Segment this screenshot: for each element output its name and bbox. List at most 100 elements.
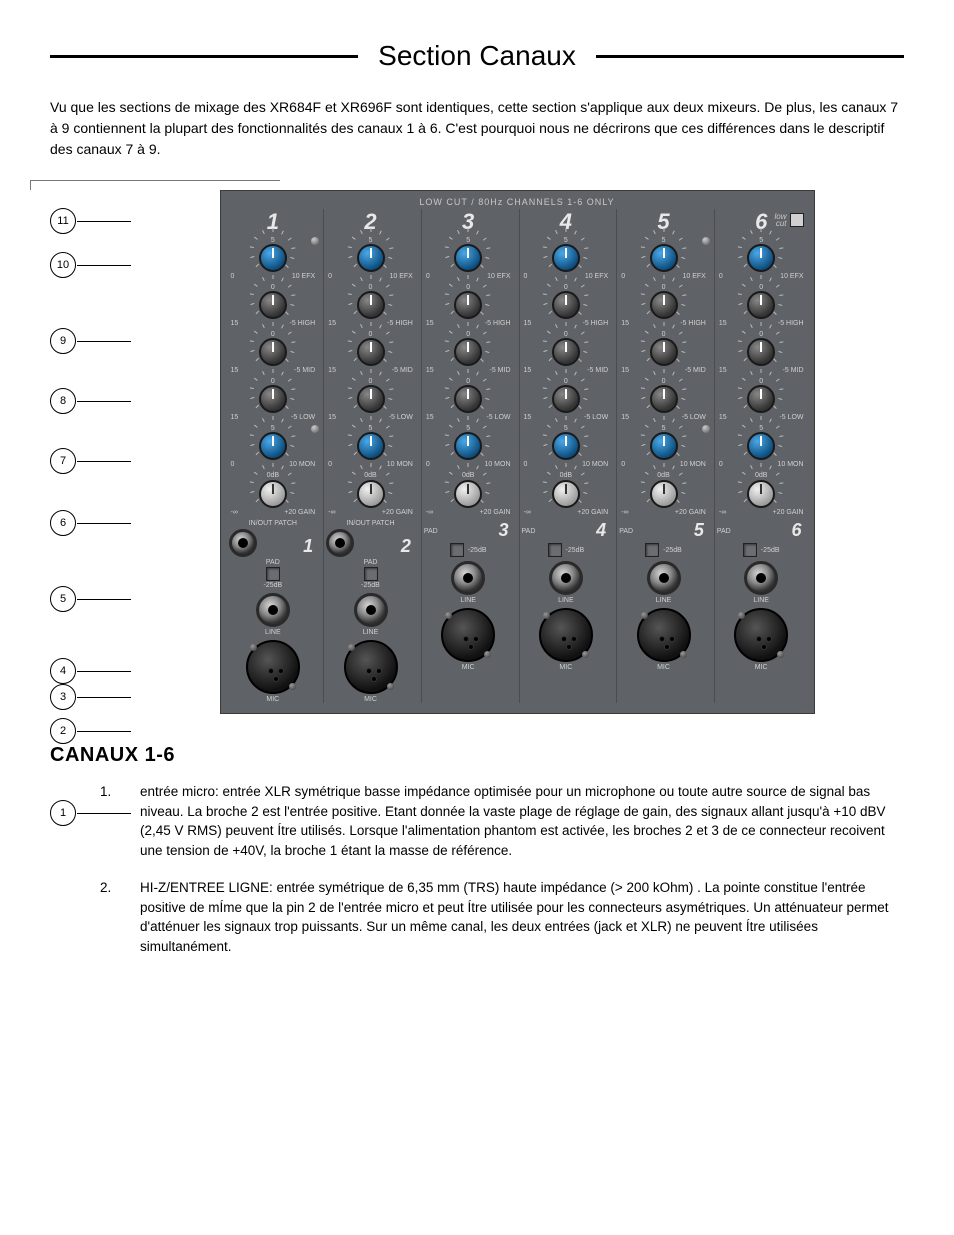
pad-label: PAD [266,559,280,566]
knob-top-label: 0 [564,284,568,291]
knob-mon: 5010 MON [424,425,513,468]
gain-scale: -∞+20 GAIN [717,509,806,516]
knob-mon-dial[interactable] [747,432,775,460]
knob-high: 015-5 HIGH [326,284,415,327]
inout-patch-jack[interactable] [326,529,354,557]
knob-mid: 015-5 MID [717,331,806,374]
inout-patch-label: IN/OUT PATCH [229,520,318,527]
knob-low-dial[interactable] [454,385,482,413]
knob-high-dial[interactable] [357,291,385,319]
knob-mon-dial[interactable] [259,432,287,460]
pad-switch[interactable] [364,567,378,581]
knob-gain-dial[interactable] [454,480,482,508]
mic-input-xlr[interactable] [734,608,788,662]
line-label: LINE [753,597,769,604]
desc-text: HI-Z/ENTREE LIGNE: entrée symétrique de … [140,878,904,956]
callout-7: 7 [50,448,76,474]
knob-efx-dial[interactable] [259,244,287,272]
lowcut-led [790,213,804,227]
knob-scale: 010 EFX [424,273,513,280]
channel-2: 25010 EFX015-5 HIGH015-5 MID015-5 LOW501… [323,209,417,703]
pad-switch[interactable] [743,543,757,557]
mic-label: MIC [657,664,670,671]
gain-top-label: 0dB [462,472,474,479]
knob-gain-dial[interactable] [259,480,287,508]
knob-mid-dial[interactable] [357,338,385,366]
knob-high-dial[interactable] [552,291,580,319]
knob-mon-dial[interactable] [552,432,580,460]
line-input-jack[interactable] [451,561,485,595]
channel-number: 4 [560,209,572,235]
channel-5: 55010 EFX015-5 HIGH015-5 MID015-5 LOW501… [616,209,710,703]
line-input-jack[interactable] [549,561,583,595]
knob-low-dial[interactable] [357,385,385,413]
pad-switch[interactable] [450,543,464,557]
desc-number: 2. [100,878,140,956]
mic-input-xlr[interactable] [637,608,691,662]
knob-low-dial[interactable] [747,385,775,413]
knob-efx: 5010 EFX [619,237,708,280]
knob-low: 015-5 LOW [522,378,611,421]
knob-low-dial[interactable] [259,385,287,413]
knob-mon-dial[interactable] [357,432,385,460]
knob-high-dial[interactable] [650,291,678,319]
knob-scale: 15-5 LOW [229,414,318,421]
knob-scale: 010 EFX [717,273,806,280]
knob-efx-dial[interactable] [747,244,775,272]
channel-number: 3 [462,209,474,235]
knob-mid: 015-5 MID [522,331,611,374]
knob-gain-dial[interactable] [357,480,385,508]
line-input-jack[interactable] [256,593,290,627]
knob-efx-dial[interactable] [650,244,678,272]
knob-mon-dial[interactable] [650,432,678,460]
knob-high-dial[interactable] [454,291,482,319]
knob-mid-dial[interactable] [747,338,775,366]
mic-input-xlr[interactable] [344,640,398,694]
knob-mid-dial[interactable] [259,338,287,366]
knob-mid-dial[interactable] [454,338,482,366]
mic-input-xlr[interactable] [539,608,593,662]
knob-low-dial[interactable] [552,385,580,413]
knob-mon: 5010 MON [717,425,806,468]
knob-top-label: 0 [369,378,373,385]
gain-top-label: 0dB [364,472,376,479]
inout-patch-jack[interactable] [229,529,257,557]
pad-switch[interactable] [266,567,280,581]
line-input-jack[interactable] [354,593,388,627]
knob-low: 015-5 LOW [326,378,415,421]
knob-efx-dial[interactable] [454,244,482,272]
intro-paragraph: Vu que les sections de mixage des XR684F… [50,97,904,160]
line-input-jack[interactable] [647,561,681,595]
mic-input-xlr[interactable] [441,608,495,662]
channel-6: 65010 EFX015-5 HIGH015-5 MID015-5 LOW501… [714,209,808,703]
gain-scale: -∞+20 GAIN [619,509,708,516]
line-input-jack[interactable] [744,561,778,595]
callout-column: 1110987654321 [50,190,130,714]
knob-mon: 5010 MON [619,425,708,468]
knob-gain-dial[interactable] [747,480,775,508]
knob-low-dial[interactable] [650,385,678,413]
knob-efx-dial[interactable] [552,244,580,272]
knob-high-dial[interactable] [747,291,775,319]
knob-efx-dial[interactable] [357,244,385,272]
knob-low: 015-5 LOW [619,378,708,421]
title-row: Section Canaux [50,40,904,72]
knob-top-label: 0 [466,331,470,338]
pad-switch[interactable] [645,543,659,557]
knob-mid-dial[interactable] [650,338,678,366]
knob-scale: 010 MON [619,461,708,468]
channel-number: 6 [755,209,767,235]
knob-gain: 0dB-∞+20 GAIN [522,472,611,516]
knob-mid-dial[interactable] [552,338,580,366]
knob-gain-dial[interactable] [552,480,580,508]
callout-6: 6 [50,510,76,536]
knob-scale: 010 MON [522,461,611,468]
callout-9: 9 [50,328,76,354]
knob-high-dial[interactable] [259,291,287,319]
pad-switch[interactable] [548,543,562,557]
mic-input-xlr[interactable] [246,640,300,694]
description-item: 2.HI-Z/ENTREE LIGNE: entrée symétrique d… [100,878,904,956]
knob-mon-dial[interactable] [454,432,482,460]
knob-top-label: 5 [271,237,275,244]
knob-gain-dial[interactable] [650,480,678,508]
